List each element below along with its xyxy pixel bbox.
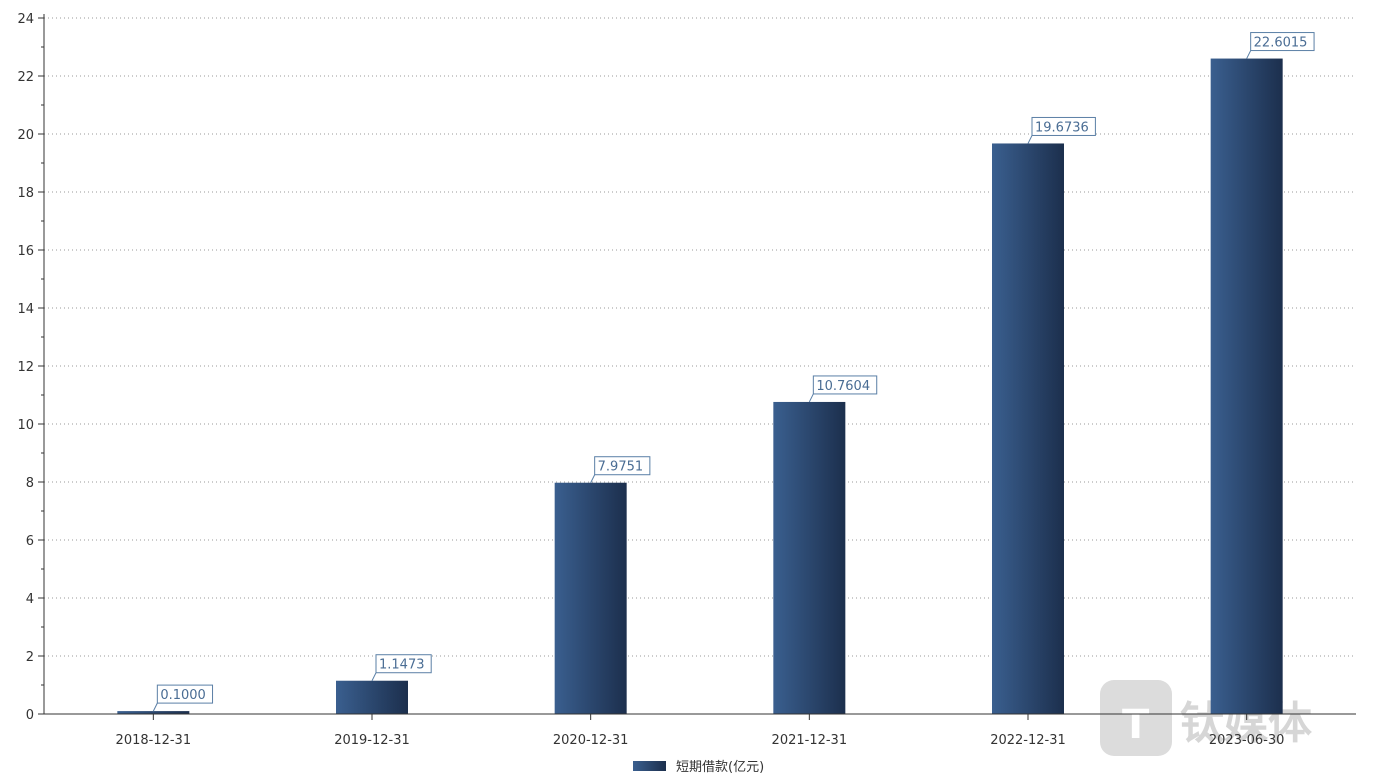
data-label: 10.7604 xyxy=(816,379,870,394)
x-tick-label: 2023-06-30 xyxy=(1209,733,1285,748)
x-tick-label: 2020-12-31 xyxy=(553,733,629,748)
y-tick-label: 16 xyxy=(17,244,34,259)
y-tick-label: 0 xyxy=(26,708,34,723)
y-tick-label: 20 xyxy=(17,128,34,143)
data-label: 1.1473 xyxy=(379,658,425,673)
x-tick-label: 2021-12-31 xyxy=(772,733,848,748)
y-tick-label: 6 xyxy=(26,534,34,549)
data-label-leader xyxy=(808,393,814,403)
bar[interactable] xyxy=(992,143,1064,715)
legend[interactable]: 短期借款(亿元) xyxy=(633,760,764,775)
y-tick-label: 8 xyxy=(26,476,34,491)
data-label-leader xyxy=(1246,50,1252,59)
data-label-leader xyxy=(371,672,377,681)
bars xyxy=(117,58,1283,715)
data-labels: 0.1000 1.1473 7.9751 10.7604 19.6736 22.6015 xyxy=(152,32,1315,712)
y-tick-label: 10 xyxy=(17,418,34,433)
data-label-box xyxy=(1031,116,1096,136)
tmtpost-logo-icon xyxy=(1100,680,1172,756)
y-tick-label: 14 xyxy=(17,302,34,317)
bar[interactable] xyxy=(117,711,190,714)
data-label: 22.6015 xyxy=(1254,36,1308,51)
y-tick-label: 4 xyxy=(26,592,34,607)
data-label: 7.9751 xyxy=(598,460,644,475)
y-tick-label: 12 xyxy=(17,360,34,375)
data-label: 0.1000 xyxy=(160,688,206,703)
x-tick-label: 2019-12-31 xyxy=(334,733,410,748)
y-tick-label: 2 xyxy=(26,650,34,665)
bar[interactable] xyxy=(336,680,408,714)
bar[interactable] xyxy=(773,401,846,714)
data-label-leader xyxy=(590,474,596,483)
y-tick-label: 22 xyxy=(17,70,34,85)
y-tick-label: 24 xyxy=(17,12,34,27)
grid-lines xyxy=(44,17,1356,657)
x-tick-label: 2018-12-31 xyxy=(116,733,192,748)
logo-glyph: T xyxy=(1122,702,1150,748)
data-label-box xyxy=(156,684,214,704)
data-label-leader xyxy=(152,702,158,712)
y-tick-label: 18 xyxy=(17,186,34,201)
x-tick-label: 2022-12-31 xyxy=(990,733,1066,748)
legend-swatch xyxy=(633,761,666,771)
bar[interactable] xyxy=(554,482,627,714)
data-label-box xyxy=(812,375,878,395)
data-label-box xyxy=(594,456,651,476)
bar[interactable] xyxy=(1210,58,1283,714)
data-label-leader xyxy=(1027,135,1033,144)
data-label: 19.6736 xyxy=(1035,120,1089,135)
legend-label: 短期借款(亿元) xyxy=(676,760,764,775)
data-label-box xyxy=(375,654,432,674)
data-label-box xyxy=(1250,32,1315,52)
